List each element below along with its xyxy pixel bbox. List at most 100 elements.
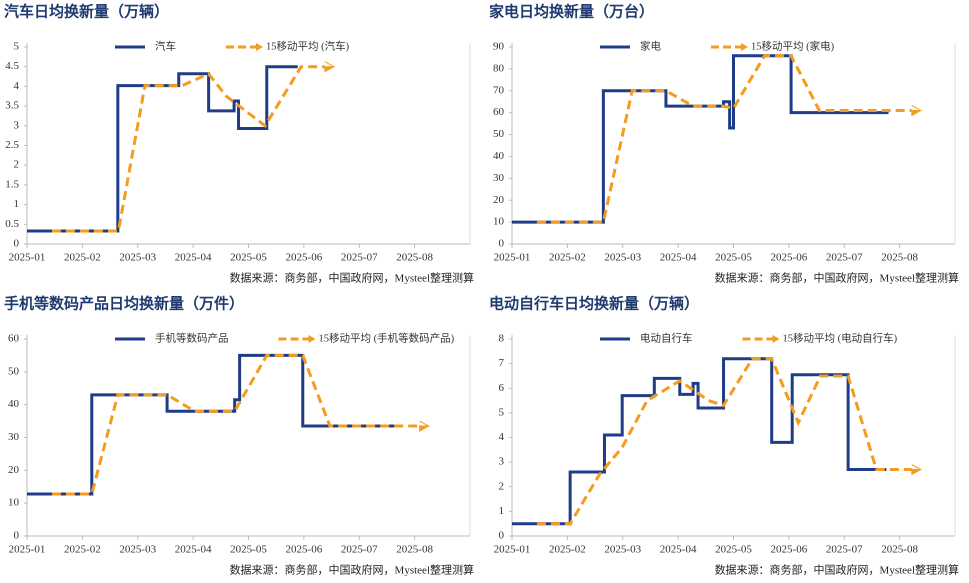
y-tick-label: 40 (8, 398, 20, 410)
y-tick-label: 3 (499, 456, 505, 468)
x-tick-label: 2025-05 (715, 544, 752, 556)
x-tick-label: 2025-06 (286, 252, 323, 264)
series-line (51, 353, 420, 496)
x-tick-label: 2025-04 (175, 544, 212, 556)
x-tick-label: 2025-04 (175, 252, 212, 264)
y-tick-label: 2 (499, 480, 505, 492)
y-tick-label: 3.5 (5, 100, 19, 112)
series-line (27, 65, 298, 233)
legend-label: 15移动平均 (电动自行车) (783, 331, 898, 344)
y-tick-label: 30 (8, 431, 20, 443)
legend-arrow (256, 43, 263, 51)
legend-label: 15移动平均 (家电) (751, 39, 835, 52)
y-tick-label: 60 (8, 333, 20, 345)
x-tick-label: 2025-01 (494, 544, 531, 556)
x-tick-label: 2025-08 (881, 544, 918, 556)
x-tick-label: 2025-01 (9, 252, 46, 264)
x-tick-label: 2025-01 (9, 544, 46, 556)
y-tick-label: 80 (493, 62, 505, 74)
y-tick-label: 50 (493, 128, 505, 140)
y-tick-label: 4.5 (5, 60, 19, 72)
y-tick-label: 0.5 (5, 218, 19, 230)
legend-label: 电动自行车 (640, 331, 693, 344)
series-line (27, 353, 400, 496)
y-tick-label: 1.5 (5, 178, 19, 190)
legend-label: 家电 (640, 39, 661, 52)
x-tick-label: 2025-03 (604, 252, 641, 264)
y-tick-label: 4 (14, 80, 20, 92)
x-tick-label: 2025-07 (341, 252, 378, 264)
series-line (512, 357, 887, 526)
legend-arrow (741, 43, 748, 51)
x-tick-label: 2025-08 (396, 544, 433, 556)
series-line (536, 54, 912, 224)
source-note: 数据来源：商务部，中国政府网，Mysteel整理测算 (715, 271, 959, 285)
arrow-head (419, 420, 431, 432)
series-line (512, 54, 889, 224)
y-tick-label: 10 (8, 497, 20, 509)
y-tick-label: 20 (8, 464, 20, 476)
x-tick-label: 2025-03 (119, 544, 156, 556)
x-tick-label: 2025-03 (604, 544, 641, 556)
legend-label: 15移动平均 (汽车) (266, 39, 350, 52)
x-tick-label: 2025-05 (230, 544, 267, 556)
y-tick-label: 0 (14, 530, 20, 542)
y-tick-label: 5 (499, 406, 505, 418)
x-tick-label: 2025-08 (396, 252, 433, 264)
y-tick-label: 4 (499, 431, 505, 443)
legend-arrow (772, 335, 780, 343)
arrow-head (911, 464, 923, 476)
y-tick-label: 8 (499, 333, 505, 345)
x-tick-label: 2025-02 (64, 252, 101, 264)
x-tick-label: 2025-04 (660, 544, 697, 556)
y-tick-label: 70 (493, 84, 505, 96)
x-tick-label: 2025-04 (660, 252, 697, 264)
chart-title: 家电日均换新量（万台） (489, 3, 654, 21)
y-tick-label: 10 (493, 216, 505, 228)
x-tick-label: 2025-07 (826, 544, 863, 556)
x-tick-label: 2025-07 (341, 544, 378, 556)
y-tick-label: 1 (14, 198, 20, 210)
x-tick-label: 2025-06 (286, 544, 323, 556)
legend-label: 手机等数码产品 (155, 331, 229, 344)
x-tick-label: 2025-06 (771, 252, 808, 264)
y-tick-label: 0 (14, 238, 20, 250)
y-tick-label: 0 (499, 530, 505, 542)
source-note: 数据来源：商务部，中国政府网，Mysteel整理测算 (230, 271, 474, 285)
y-tick-label: 7 (499, 357, 505, 369)
y-tick-label: 60 (493, 106, 505, 118)
x-tick-label: 2025-07 (826, 252, 863, 264)
arrow-head (324, 61, 336, 73)
chart-title: 电动自行车日均换新量（万辆） (489, 295, 699, 313)
y-tick-label: 90 (493, 41, 505, 53)
chart-title: 汽车日均换新量（万辆） (4, 3, 169, 21)
arrow-head (911, 105, 923, 117)
y-tick-label: 6 (499, 382, 505, 394)
x-tick-label: 2025-01 (494, 252, 531, 264)
x-tick-label: 2025-05 (715, 252, 752, 264)
x-tick-label: 2025-03 (119, 252, 156, 264)
y-tick-label: 30 (493, 172, 505, 184)
y-tick-label: 0 (499, 238, 505, 250)
chart-title: 手机等数码产品日均换新量（万件） (4, 295, 244, 313)
legend-label: 15移动平均 (手机等数码产品) (319, 331, 455, 344)
y-tick-label: 20 (493, 194, 505, 206)
y-tick-label: 5 (14, 41, 20, 53)
y-tick-label: 1 (499, 505, 505, 517)
y-tick-label: 40 (493, 150, 505, 162)
series-line (51, 65, 325, 233)
source-note: 数据来源：商务部，中国政府网，Mysteel整理测算 (715, 563, 959, 577)
x-tick-label: 2025-06 (771, 544, 808, 556)
x-tick-label: 2025-02 (549, 544, 586, 556)
y-tick-label: 3 (14, 119, 20, 131)
x-tick-label: 2025-05 (230, 252, 267, 264)
x-tick-label: 2025-02 (64, 544, 101, 556)
x-tick-label: 2025-08 (881, 252, 918, 264)
series-line (536, 357, 912, 526)
source-note: 数据来源：商务部，中国政府网，Mysteel整理测算 (230, 563, 474, 577)
x-tick-label: 2025-02 (549, 252, 586, 264)
y-tick-label: 50 (8, 365, 20, 377)
y-tick-label: 2.5 (5, 139, 19, 151)
legend-arrow (308, 335, 316, 343)
